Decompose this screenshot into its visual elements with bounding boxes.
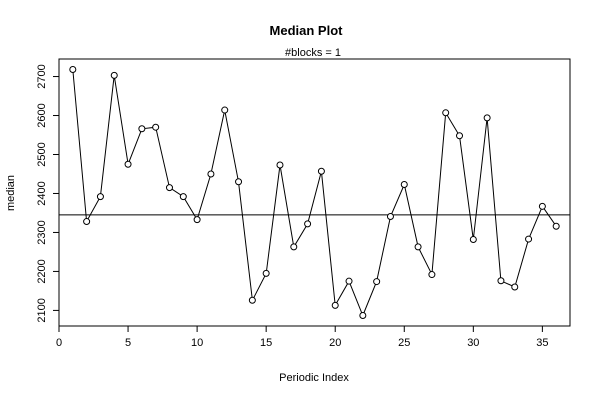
data-point bbox=[400, 181, 408, 189]
y-tick-label: 2200 bbox=[36, 259, 48, 283]
data-point bbox=[497, 277, 505, 285]
data-point bbox=[165, 184, 173, 192]
data-point bbox=[525, 235, 533, 243]
data-point bbox=[428, 271, 436, 279]
data-point bbox=[124, 160, 132, 168]
y-tick-label: 2400 bbox=[36, 181, 48, 205]
data-point bbox=[386, 212, 394, 220]
y-tick-label: 2600 bbox=[36, 103, 48, 127]
median-series-points bbox=[69, 66, 560, 319]
y-tick-label: 2100 bbox=[36, 298, 48, 322]
x-axis-label: Periodic Index bbox=[279, 372, 349, 384]
data-point bbox=[83, 218, 91, 226]
x-tick-label: 30 bbox=[467, 337, 479, 349]
data-point bbox=[193, 216, 201, 224]
data-point bbox=[290, 243, 298, 251]
data-point bbox=[345, 277, 353, 285]
data-point bbox=[359, 311, 367, 319]
data-point bbox=[552, 222, 560, 230]
data-point bbox=[304, 220, 312, 228]
chart-subtitle: #blocks = 1 bbox=[285, 47, 341, 59]
data-point bbox=[317, 167, 325, 175]
data-point bbox=[179, 193, 187, 201]
data-point bbox=[331, 301, 339, 309]
data-point bbox=[248, 296, 256, 304]
x-tick-label: 0 bbox=[56, 337, 62, 349]
x-tick-label: 25 bbox=[398, 337, 410, 349]
data-point bbox=[110, 71, 118, 79]
chart-title: Median Plot bbox=[270, 23, 344, 38]
x-tick-label: 5 bbox=[125, 337, 131, 349]
x-tick-label: 15 bbox=[260, 337, 272, 349]
data-point bbox=[138, 125, 146, 133]
data-point bbox=[221, 106, 229, 114]
y-tick-label: 2500 bbox=[36, 142, 48, 166]
data-point bbox=[207, 170, 215, 178]
data-point bbox=[152, 123, 160, 131]
data-point bbox=[96, 193, 104, 201]
x-tick-label: 35 bbox=[536, 337, 548, 349]
data-point bbox=[469, 235, 477, 243]
y-axis: 2100 2200 2300 2400 2500 2600 2700 bbox=[36, 64, 60, 323]
data-point bbox=[442, 109, 450, 117]
x-tick-label: 20 bbox=[329, 337, 341, 349]
median-series-line bbox=[72, 69, 557, 317]
x-tick-label: 10 bbox=[191, 337, 203, 349]
y-tick-label: 2700 bbox=[36, 64, 48, 88]
x-axis: 0 5 10 15 20 25 30 35 bbox=[56, 325, 549, 349]
data-point bbox=[262, 269, 270, 277]
data-point bbox=[538, 202, 546, 210]
data-point bbox=[235, 178, 243, 186]
data-point bbox=[414, 243, 422, 251]
data-point bbox=[373, 278, 381, 286]
data-point bbox=[511, 283, 519, 291]
data-point bbox=[276, 161, 284, 169]
data-point bbox=[483, 114, 491, 122]
data-point bbox=[456, 132, 464, 140]
y-axis-label: median bbox=[5, 175, 17, 211]
y-tick-label: 2300 bbox=[36, 220, 48, 244]
data-point bbox=[69, 66, 77, 74]
